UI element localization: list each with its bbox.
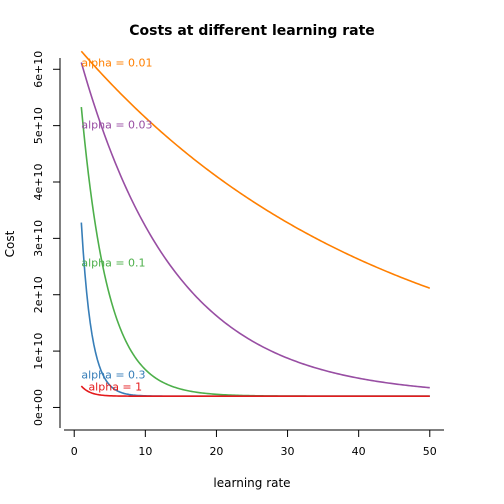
series-line-4 [80, 385, 430, 397]
y-tick-label-4: 4e+10 [32, 164, 45, 201]
series-labels: alpha = 0.01 alpha = 0.03 alpha = 0.1 alpha… [81, 57, 152, 394]
y-tick-label-0: 0e+00 [32, 389, 45, 426]
y-tick-label-6: 6e+10 [32, 51, 45, 88]
series-line-2 [80, 106, 430, 397]
series-label-4: alpha = 1 [88, 381, 142, 394]
series-label-0: alpha = 0.01 [81, 57, 152, 70]
series-label-1: alpha = 0.03 [81, 119, 152, 132]
y-tick-label-2: 2e+10 [32, 276, 45, 313]
x-tick-label-5: 50 [423, 445, 437, 458]
series-line-0 [80, 50, 431, 289]
x-tick-label-4: 40 [352, 445, 366, 458]
x-tick-label-2: 20 [209, 445, 223, 458]
y-tick-label-5: 5e+10 [32, 107, 45, 144]
chart-title: Costs at different learning rate [129, 23, 375, 39]
y-tick-label-1: 1e+10 [32, 333, 45, 370]
series-lines [80, 50, 431, 397]
x-tick-label-0: 0 [71, 445, 78, 458]
x-ticks: 0 10 20 30 40 50 [71, 430, 437, 458]
series-label-3: alpha = 0.3 [81, 368, 145, 381]
x-axis-label: learning rate [213, 476, 290, 490]
y-ticks: 0e+00 1e+10 2e+10 3e+10 4e+10 5e+10 6e+10 [32, 51, 60, 426]
series-label-2: alpha = 0.1 [81, 257, 145, 270]
y-tick-label-3: 3e+10 [32, 220, 45, 257]
x-tick-label-1: 10 [138, 445, 152, 458]
y-axis-label: Cost [3, 230, 17, 257]
series-line-1 [80, 62, 430, 389]
x-tick-label-3: 30 [281, 445, 295, 458]
